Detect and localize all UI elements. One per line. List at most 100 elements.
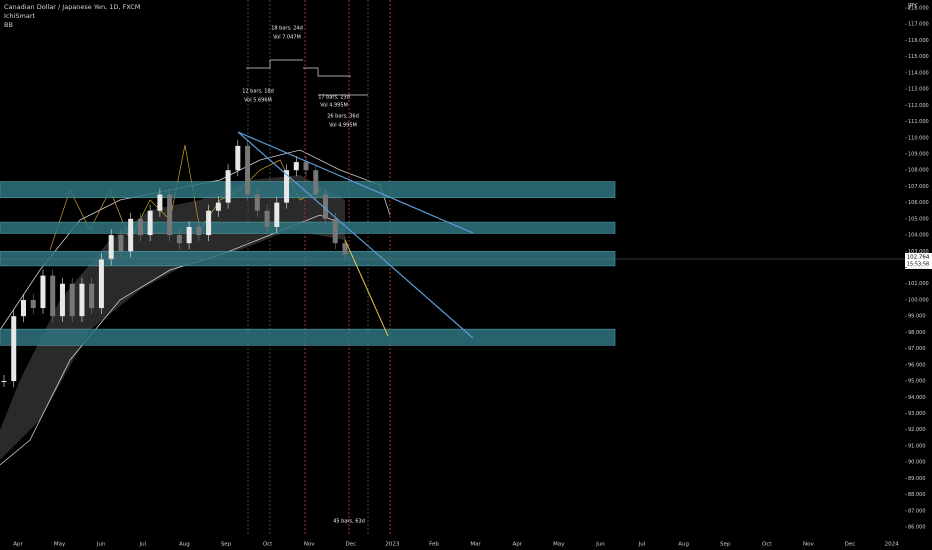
candle bbox=[225, 170, 231, 203]
annotation: 12 bars, 18d bbox=[242, 89, 274, 95]
candle bbox=[108, 235, 114, 260]
candle bbox=[20, 299, 26, 317]
y-tick-label: 104.000 bbox=[908, 233, 929, 239]
x-tick-label: Sep bbox=[221, 542, 232, 548]
y-tick-label: 100.000 bbox=[908, 297, 929, 303]
y-tick-label: 106.000 bbox=[908, 200, 929, 206]
y-tick-label: 94.000 bbox=[908, 395, 926, 401]
y-tick-label: 97.000 bbox=[908, 346, 926, 352]
candle bbox=[235, 145, 241, 171]
candle bbox=[59, 283, 65, 317]
x-tick-label: Sep bbox=[720, 542, 731, 548]
bracket bbox=[303, 67, 351, 77]
zone bbox=[0, 181, 616, 199]
x-tick-label: Nov bbox=[803, 542, 814, 548]
x-tick-label: Aug bbox=[179, 542, 190, 548]
indicator: BB bbox=[4, 21, 13, 29]
x-tick-label: Oct bbox=[263, 542, 273, 548]
x-tick-label: 2023 bbox=[385, 542, 399, 548]
x-tick-label: Aug bbox=[678, 542, 689, 548]
y-tick-label: 92.000 bbox=[908, 427, 926, 433]
candle bbox=[254, 194, 260, 211]
y-tick-label: 114.000 bbox=[908, 70, 929, 76]
upper-band bbox=[0, 149, 391, 331]
title: Canadian Dollar / Japanese Yen, 1D, FXCM bbox=[4, 3, 140, 11]
bracket bbox=[246, 59, 303, 69]
annotation: 45 bars, 63d bbox=[333, 519, 365, 525]
candle bbox=[69, 283, 75, 317]
candle bbox=[206, 210, 212, 236]
y-tick-label: 95.000 bbox=[908, 379, 926, 385]
y-tick-label: 103.000 bbox=[908, 249, 929, 255]
y-tick-label: 102.000 bbox=[908, 265, 929, 271]
candle bbox=[303, 162, 309, 171]
annotation: Vol 4.995M bbox=[320, 103, 348, 109]
annotation: Vol 7.047M bbox=[273, 35, 301, 41]
x-tick-label: Jun bbox=[595, 542, 605, 548]
y-tick-label: 86.000 bbox=[908, 525, 926, 531]
candle bbox=[332, 218, 338, 244]
y-tick-label: 99.000 bbox=[908, 314, 926, 320]
candle bbox=[30, 299, 36, 309]
y-tick-label: 87.000 bbox=[908, 508, 926, 514]
y-tick-label: 93.000 bbox=[908, 411, 926, 417]
y-tick-label: 101.000 bbox=[908, 281, 929, 287]
candle bbox=[176, 235, 182, 244]
x-tick-label: Oct bbox=[762, 542, 772, 548]
y-tick-label: 115.000 bbox=[908, 54, 929, 60]
candle bbox=[40, 275, 46, 309]
annotation: 18 bars, 24d bbox=[271, 26, 303, 32]
candle bbox=[342, 243, 348, 255]
y-tick-label: 117.000 bbox=[908, 22, 929, 28]
y-tick-label: 107.000 bbox=[908, 184, 929, 190]
y-tick-label: 110.000 bbox=[908, 135, 929, 141]
currency: JPY bbox=[907, 3, 917, 10]
candle bbox=[293, 162, 299, 171]
candle bbox=[11, 316, 17, 382]
projection-arrow bbox=[344, 239, 389, 337]
candle bbox=[98, 259, 104, 309]
x-tick-label: Mar bbox=[470, 542, 481, 548]
trend-line bbox=[237, 131, 474, 234]
y-tick-label: 91.000 bbox=[908, 443, 926, 449]
x-tick-label: May bbox=[553, 542, 565, 548]
candle bbox=[147, 210, 153, 236]
price-label-box bbox=[905, 253, 932, 269]
candle bbox=[274, 202, 280, 227]
x-tick-label: Jul bbox=[138, 542, 146, 548]
x-tick-label: Apr bbox=[512, 542, 522, 548]
trend-line bbox=[237, 131, 474, 339]
candle bbox=[186, 226, 192, 244]
y-tick-label: 113.000 bbox=[908, 87, 929, 93]
x-tick-label: Dec bbox=[345, 542, 356, 548]
candle bbox=[167, 194, 173, 236]
candle bbox=[284, 170, 290, 203]
candle bbox=[118, 235, 124, 252]
y-tick-label: 109.000 bbox=[908, 151, 929, 157]
candle bbox=[264, 210, 270, 227]
y-tick-label: 112.000 bbox=[908, 103, 929, 109]
y-tick-label: 116.000 bbox=[908, 38, 929, 44]
indicator: IchiSmart bbox=[4, 12, 36, 20]
y-tick-label: 90.000 bbox=[908, 460, 926, 466]
y-tick-label: 88.000 bbox=[908, 492, 926, 498]
candle bbox=[215, 202, 221, 211]
annotation: 17 bars, 23d bbox=[318, 95, 350, 101]
y-tick-label: 111.000 bbox=[908, 119, 929, 125]
y-tick-label: 89.000 bbox=[908, 476, 926, 482]
annotation: Vol 5.696M bbox=[244, 98, 272, 104]
zone bbox=[0, 250, 616, 267]
candle bbox=[1, 381, 7, 383]
annotation: 26 bars, 36d bbox=[327, 114, 359, 120]
countdown: 15:53:58 bbox=[907, 262, 929, 268]
candle bbox=[196, 226, 202, 236]
y-tick-label: 118.000 bbox=[908, 6, 929, 12]
candle bbox=[245, 145, 251, 195]
x-tick-label: Jul bbox=[638, 542, 646, 548]
x-tick-label: Feb bbox=[429, 542, 439, 548]
y-tick-label: 105.000 bbox=[908, 216, 929, 222]
x-tick-label: Apr bbox=[13, 542, 23, 548]
candle bbox=[128, 218, 134, 252]
annotation: Vol 4.995M bbox=[329, 123, 357, 129]
